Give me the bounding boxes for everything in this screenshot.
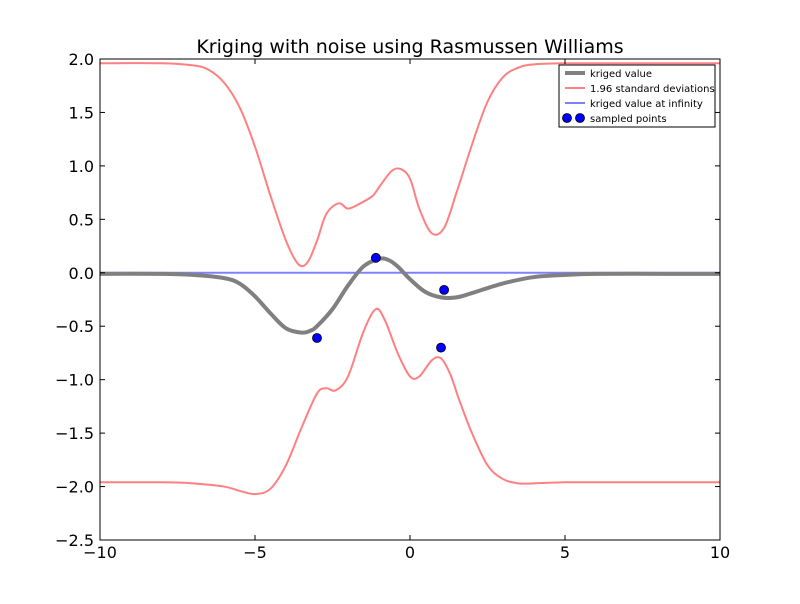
y-tick-label: 0.5 <box>69 210 94 229</box>
y-tick-label: 1.0 <box>69 157 94 176</box>
x-tick-label: 5 <box>560 543 570 562</box>
sampled-point <box>436 342 446 353</box>
y-tick-label: −2.5 <box>55 531 94 550</box>
y-tick-label: 2.0 <box>69 50 94 69</box>
x-tick-label: 0 <box>405 543 415 562</box>
y-tick-label: 0.0 <box>69 264 94 283</box>
series-upper-std-dev <box>100 62 720 268</box>
sampled-point <box>312 333 322 343</box>
series-layer <box>100 62 720 496</box>
legend-label-std-dev: 1.96 standard deviations <box>590 84 715 95</box>
y-tick-label: −2.0 <box>55 478 94 497</box>
sampled-point <box>370 252 381 263</box>
chart-title: Kriging with noise using Rasmussen Willi… <box>196 36 623 58</box>
legend-frame <box>558 64 716 128</box>
x-tick-label: 10 <box>710 543 730 562</box>
ticks-layer: −10 −5 0 5 10 −2.5 −2.0 −1.5 −1.0 −0.5 0.0 0.5 1.0 1.… <box>55 50 730 562</box>
series-lower-std-dev <box>100 307 720 496</box>
x-tick-label: −10 <box>83 543 117 562</box>
series-kriged-value <box>100 256 720 335</box>
y-tick-label: 1.5 <box>69 103 94 122</box>
legend-label-sampled-points: sampled points <box>590 114 667 125</box>
sampled-point <box>439 284 450 295</box>
legend-marker-sampled-2 <box>575 113 585 123</box>
legend: kriged value 1.96 standard deviations kr… <box>558 64 716 128</box>
y-tick-label: −1.0 <box>55 371 94 390</box>
legend-label-kriged-value: kriged value <box>590 69 652 80</box>
y-tick-label: −0.5 <box>55 317 94 336</box>
x-tick-label: −5 <box>243 543 267 562</box>
plot-frame <box>99 58 721 541</box>
legend-marker-sampled-1 <box>562 113 572 123</box>
legend-label-infinity: kriged value at infinity <box>590 99 703 110</box>
y-tick-label: −1.5 <box>55 424 94 443</box>
